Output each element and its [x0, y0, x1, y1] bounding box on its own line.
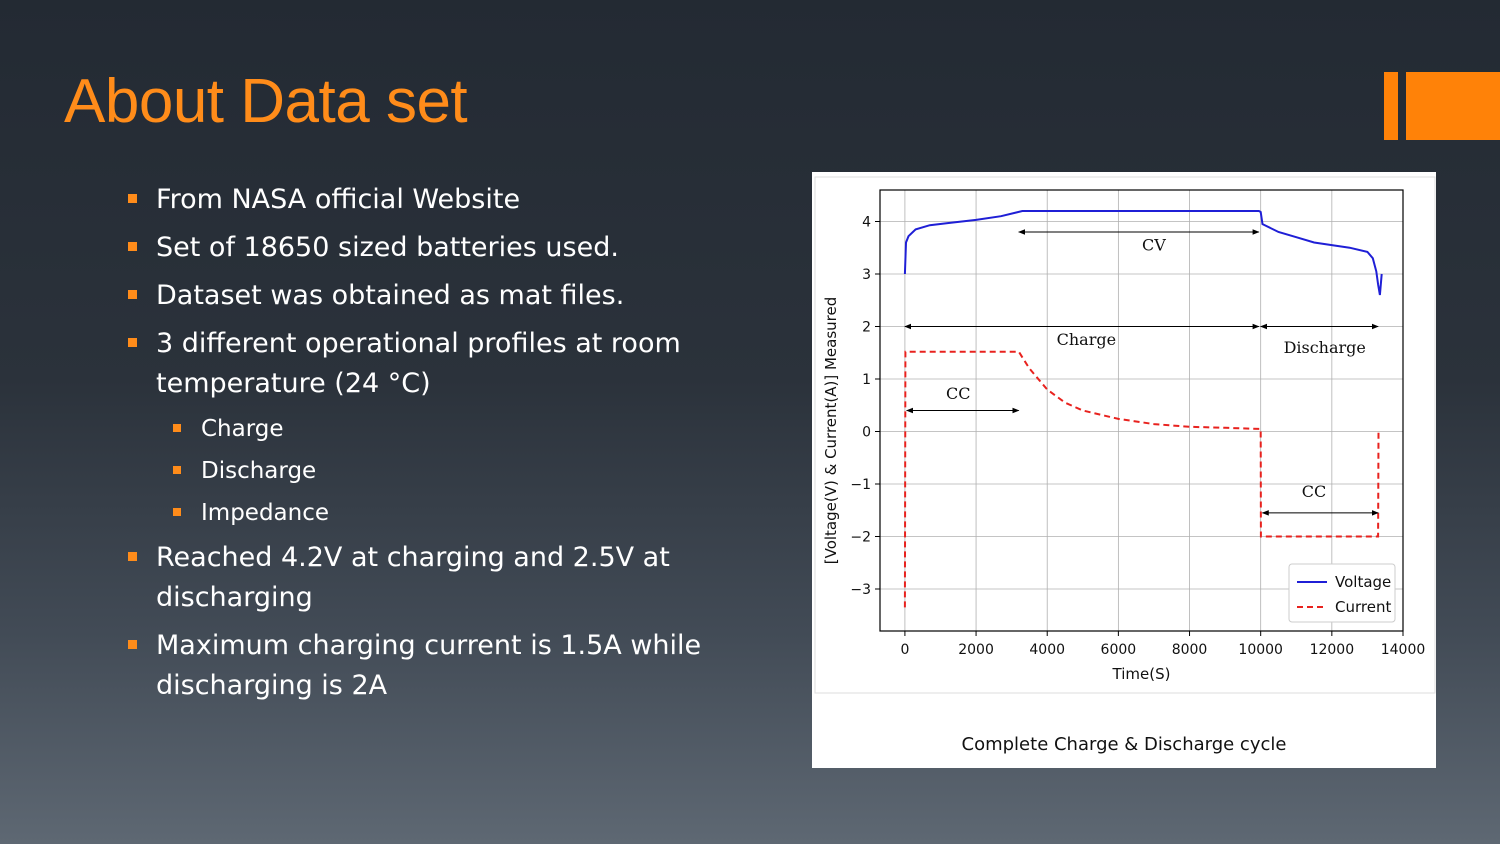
- bullet-text: Reached 4.2V at charging and 2.5V at dis…: [156, 542, 670, 613]
- sub-bullet-item: Impedance: [173, 496, 728, 530]
- bullet-list: From NASA official Website Set of 18650 …: [128, 180, 728, 714]
- bullet-text: Charge: [201, 416, 284, 442]
- legend-label: Voltage: [1335, 573, 1391, 591]
- series-line-voltage: [903, 210, 1383, 296]
- bullet-marker-icon: [173, 508, 181, 516]
- y-tick-label: 3: [862, 267, 871, 283]
- bullet-marker-icon: [128, 640, 137, 649]
- annotation-label: CV: [1142, 235, 1166, 254]
- bullet-text: From NASA official Website: [156, 184, 521, 215]
- bullet-item: Dataset was obtained as mat files.: [128, 276, 728, 316]
- y-tick-label: −2: [850, 530, 871, 546]
- bullet-item: Set of 18650 sized batteries used.: [128, 228, 728, 268]
- y-tick-label: 4: [862, 215, 871, 231]
- x-tick-label: 2000: [958, 642, 994, 658]
- x-tick-label: 0: [900, 642, 909, 658]
- annotation-label: CC: [1302, 482, 1326, 501]
- bullet-marker-icon: [128, 338, 137, 347]
- bullet-marker-icon: [128, 290, 137, 299]
- y-tick-label: 0: [862, 425, 871, 441]
- y-tick-label: −1: [850, 477, 871, 493]
- x-tick-label: 4000: [1029, 642, 1065, 658]
- y-tick-label: −3: [850, 582, 871, 598]
- accent-bar-thick: [1406, 72, 1500, 140]
- slide-title: About Data set: [64, 67, 468, 136]
- bullet-text: Impedance: [201, 500, 330, 526]
- bullet-item: Maximum charging current is 1.5A while d…: [128, 626, 728, 706]
- bullet-marker-icon: [173, 424, 181, 432]
- bullet-text: Dataset was obtained as mat files.: [156, 280, 625, 311]
- bullet-text: Set of 18650 sized batteries used.: [156, 232, 619, 263]
- x-tick-label: 8000: [1172, 642, 1208, 658]
- sub-bullet-item: Charge: [173, 412, 728, 446]
- bullet-marker-icon: [128, 242, 137, 251]
- bullet-marker-icon: [173, 466, 181, 474]
- plot-frame: [814, 176, 1436, 694]
- bullet-text: 3 different operational profiles at room…: [156, 328, 681, 399]
- figure-caption: Complete Charge & Discharge cycle: [961, 734, 1287, 755]
- chart-figure: 0 2000 4000 6000 8000 10000 12000 14000 −3 −2 −1 0 1…: [812, 172, 1436, 768]
- annotation-label: CC: [946, 384, 970, 403]
- bullet-item: 3 different operational profiles at room…: [128, 324, 728, 404]
- charge-discharge-chart: 0 2000 4000 6000 8000 10000 12000 14000 −3 −2 −1 0 1…: [814, 176, 1436, 694]
- x-tick-label: 12000: [1310, 642, 1355, 658]
- annotation-label: Charge: [1057, 330, 1116, 349]
- x-axis-label: Time(S): [1112, 665, 1171, 683]
- bullet-item: Reached 4.2V at charging and 2.5V at dis…: [128, 538, 728, 618]
- x-tick-label: 6000: [1101, 642, 1137, 658]
- bullet-marker-icon: [128, 552, 137, 561]
- y-tick-label: 1: [862, 372, 871, 388]
- bullet-item: From NASA official Website: [128, 180, 728, 220]
- annotation-label: Discharge: [1284, 338, 1366, 357]
- axes-box: [879, 189, 1404, 632]
- sub-bullet-item: Discharge: [173, 454, 728, 488]
- series-line-current: [903, 350, 1380, 608]
- bullet-text: Maximum charging current is 1.5A while d…: [156, 630, 702, 701]
- x-tick-label: 14000: [1381, 642, 1426, 658]
- y-axis-label: [Voltage(V) & Current(A)] Measured: [822, 297, 840, 565]
- legend-box: [1288, 563, 1396, 623]
- accent-bar-thin: [1384, 72, 1398, 140]
- bullet-marker-icon: [128, 194, 137, 203]
- bullet-text: Discharge: [201, 458, 317, 484]
- x-tick-label: 10000: [1238, 642, 1283, 658]
- y-tick-label: 2: [862, 320, 871, 336]
- legend-label: Current: [1335, 598, 1391, 616]
